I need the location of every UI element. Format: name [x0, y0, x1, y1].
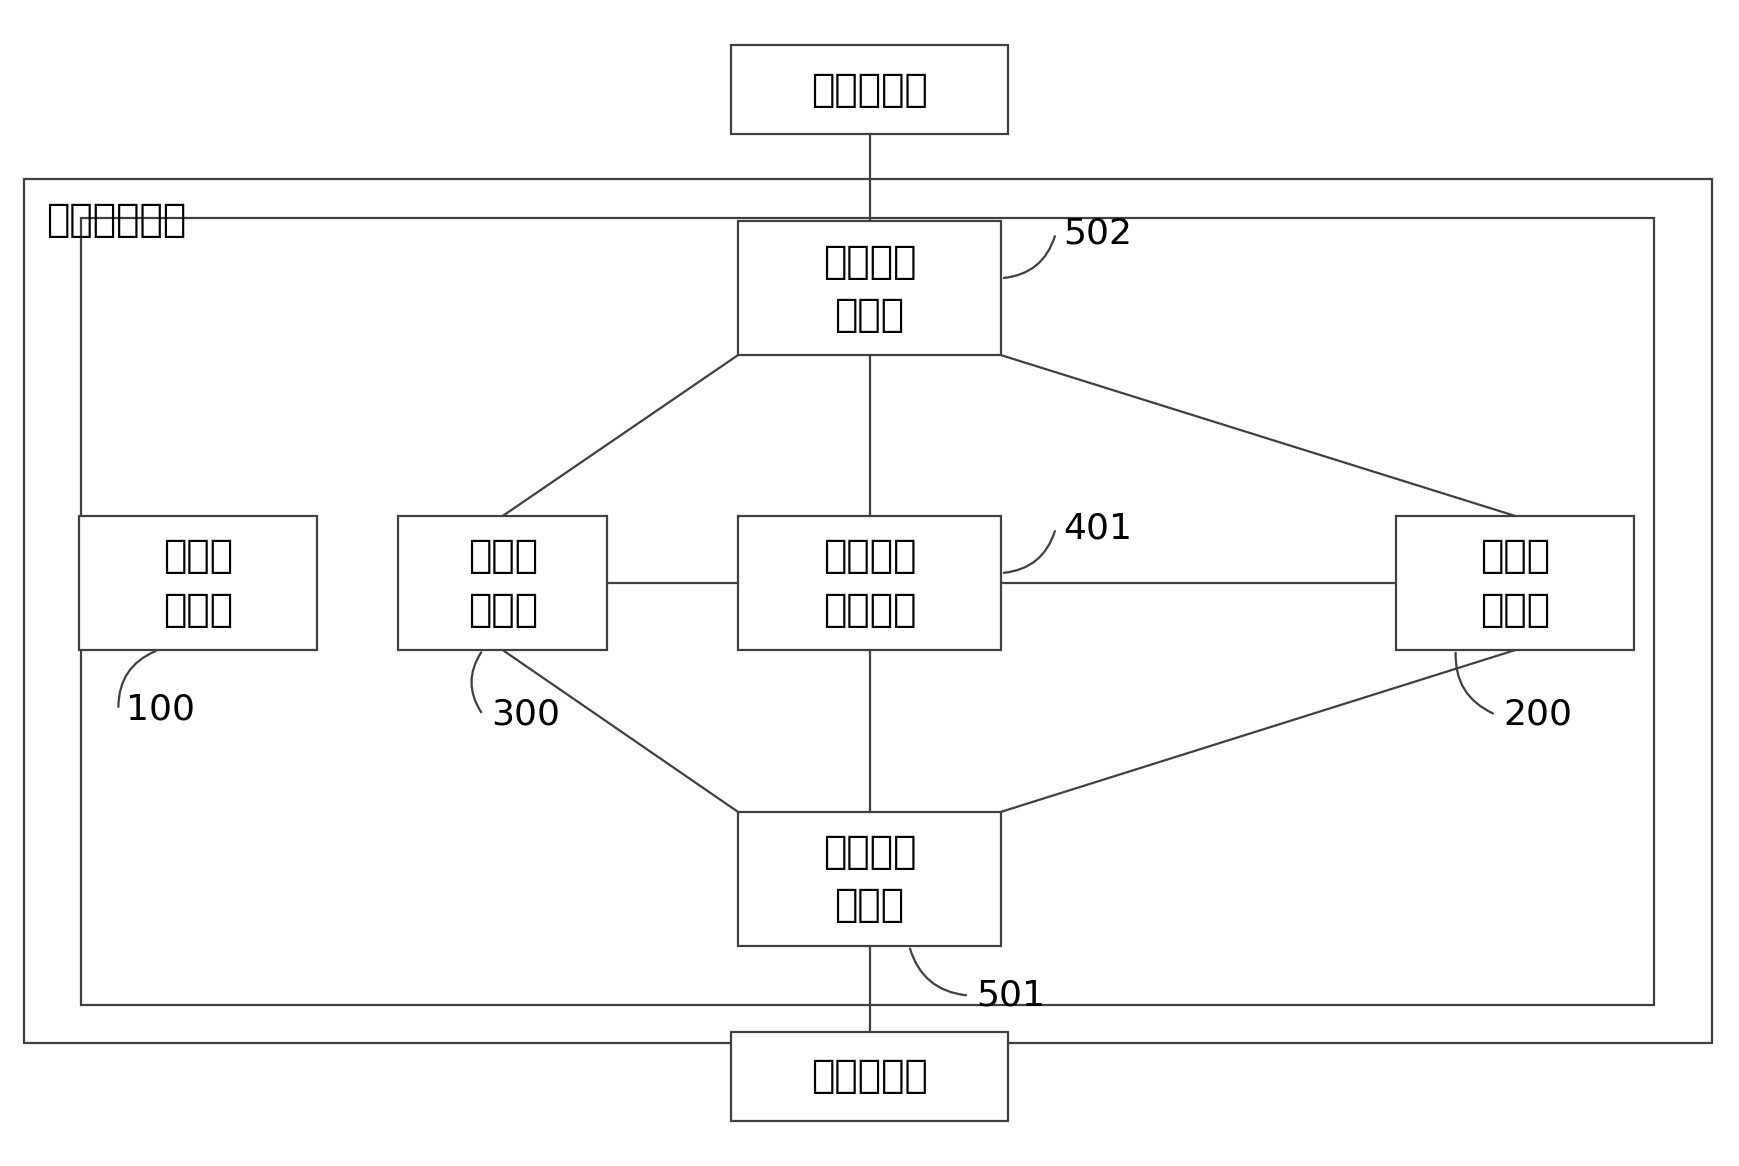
Bar: [398, 517, 607, 649]
Bar: [78, 517, 316, 649]
FancyArrowPatch shape: [118, 651, 155, 707]
Text: 第二多路
复用器: 第二多路 复用器: [823, 243, 916, 333]
FancyArrowPatch shape: [1003, 237, 1056, 278]
Text: 401: 401: [1064, 512, 1132, 546]
Text: 信号中
继模块: 信号中 继模块: [468, 538, 537, 628]
FancyArrowPatch shape: [909, 949, 967, 996]
Bar: [24, 178, 1711, 1042]
Bar: [730, 1032, 1009, 1122]
Bar: [730, 44, 1009, 134]
Text: 300: 300: [490, 697, 560, 731]
Bar: [737, 812, 1002, 946]
Text: 中央处理器: 中央处理器: [810, 1058, 929, 1095]
Bar: [80, 218, 1654, 1005]
FancyArrowPatch shape: [471, 652, 482, 712]
Text: 信号转
接模块: 信号转 接模块: [1480, 538, 1551, 628]
Text: 100: 100: [127, 693, 195, 726]
Text: 200: 200: [1504, 697, 1572, 731]
Text: 第一多路
复用器: 第一多路 复用器: [823, 834, 916, 925]
FancyArrowPatch shape: [1003, 531, 1056, 573]
Text: 502: 502: [1064, 217, 1132, 251]
Text: 501: 501: [977, 978, 1045, 1012]
Bar: [1396, 517, 1635, 649]
Bar: [737, 222, 1002, 356]
Text: 第一插损
模拟模块: 第一插损 模拟模块: [823, 538, 916, 628]
Bar: [737, 517, 1002, 649]
Text: 待测试芯片: 待测试芯片: [810, 71, 929, 108]
FancyArrowPatch shape: [1456, 653, 1494, 714]
Text: 管理控
制模块: 管理控 制模块: [163, 538, 233, 628]
Text: 芯片测试系统: 芯片测试系统: [45, 201, 186, 239]
